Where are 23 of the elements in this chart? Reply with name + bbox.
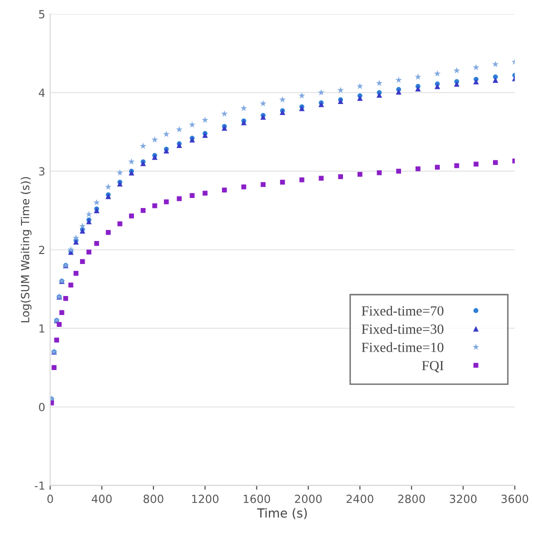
y-tick-label: 5 <box>39 10 44 18</box>
y-tick-label: 2 <box>39 246 44 254</box>
x-tick-label: 0 <box>47 494 53 504</box>
y-tick-label: -1 <box>34 482 44 490</box>
legend-label: Fixed-time=30 <box>362 324 444 334</box>
x-tick-label: 2400 <box>346 494 374 504</box>
legend-label: Fixed-time=70 <box>362 306 444 316</box>
y-tick-label: 1 <box>39 324 44 333</box>
x-tick-label: 1200 <box>192 494 218 504</box>
y-tick-label: 4 <box>38 88 45 97</box>
x-tick-label: 3600 <box>501 494 528 504</box>
x-tick-label: 400 <box>92 494 112 504</box>
x-tick-label: 800 <box>144 494 164 504</box>
x-tick-label: 2800 <box>398 494 425 504</box>
y-tick-label: 3 <box>39 167 44 176</box>
x-tick-label: 1600 <box>244 494 270 504</box>
x-axis-title: Time (s) <box>257 508 307 520</box>
y-tick-label: 0 <box>39 402 45 412</box>
x-tick-label: 2000 <box>294 494 322 504</box>
legend-label: Fixed-time=10 <box>362 342 444 352</box>
x-tick-label: 3200 <box>450 494 477 504</box>
legend-label: FQI <box>422 360 444 372</box>
y-axis-title: Log(SUM Waiting Time (s)) <box>20 177 32 322</box>
